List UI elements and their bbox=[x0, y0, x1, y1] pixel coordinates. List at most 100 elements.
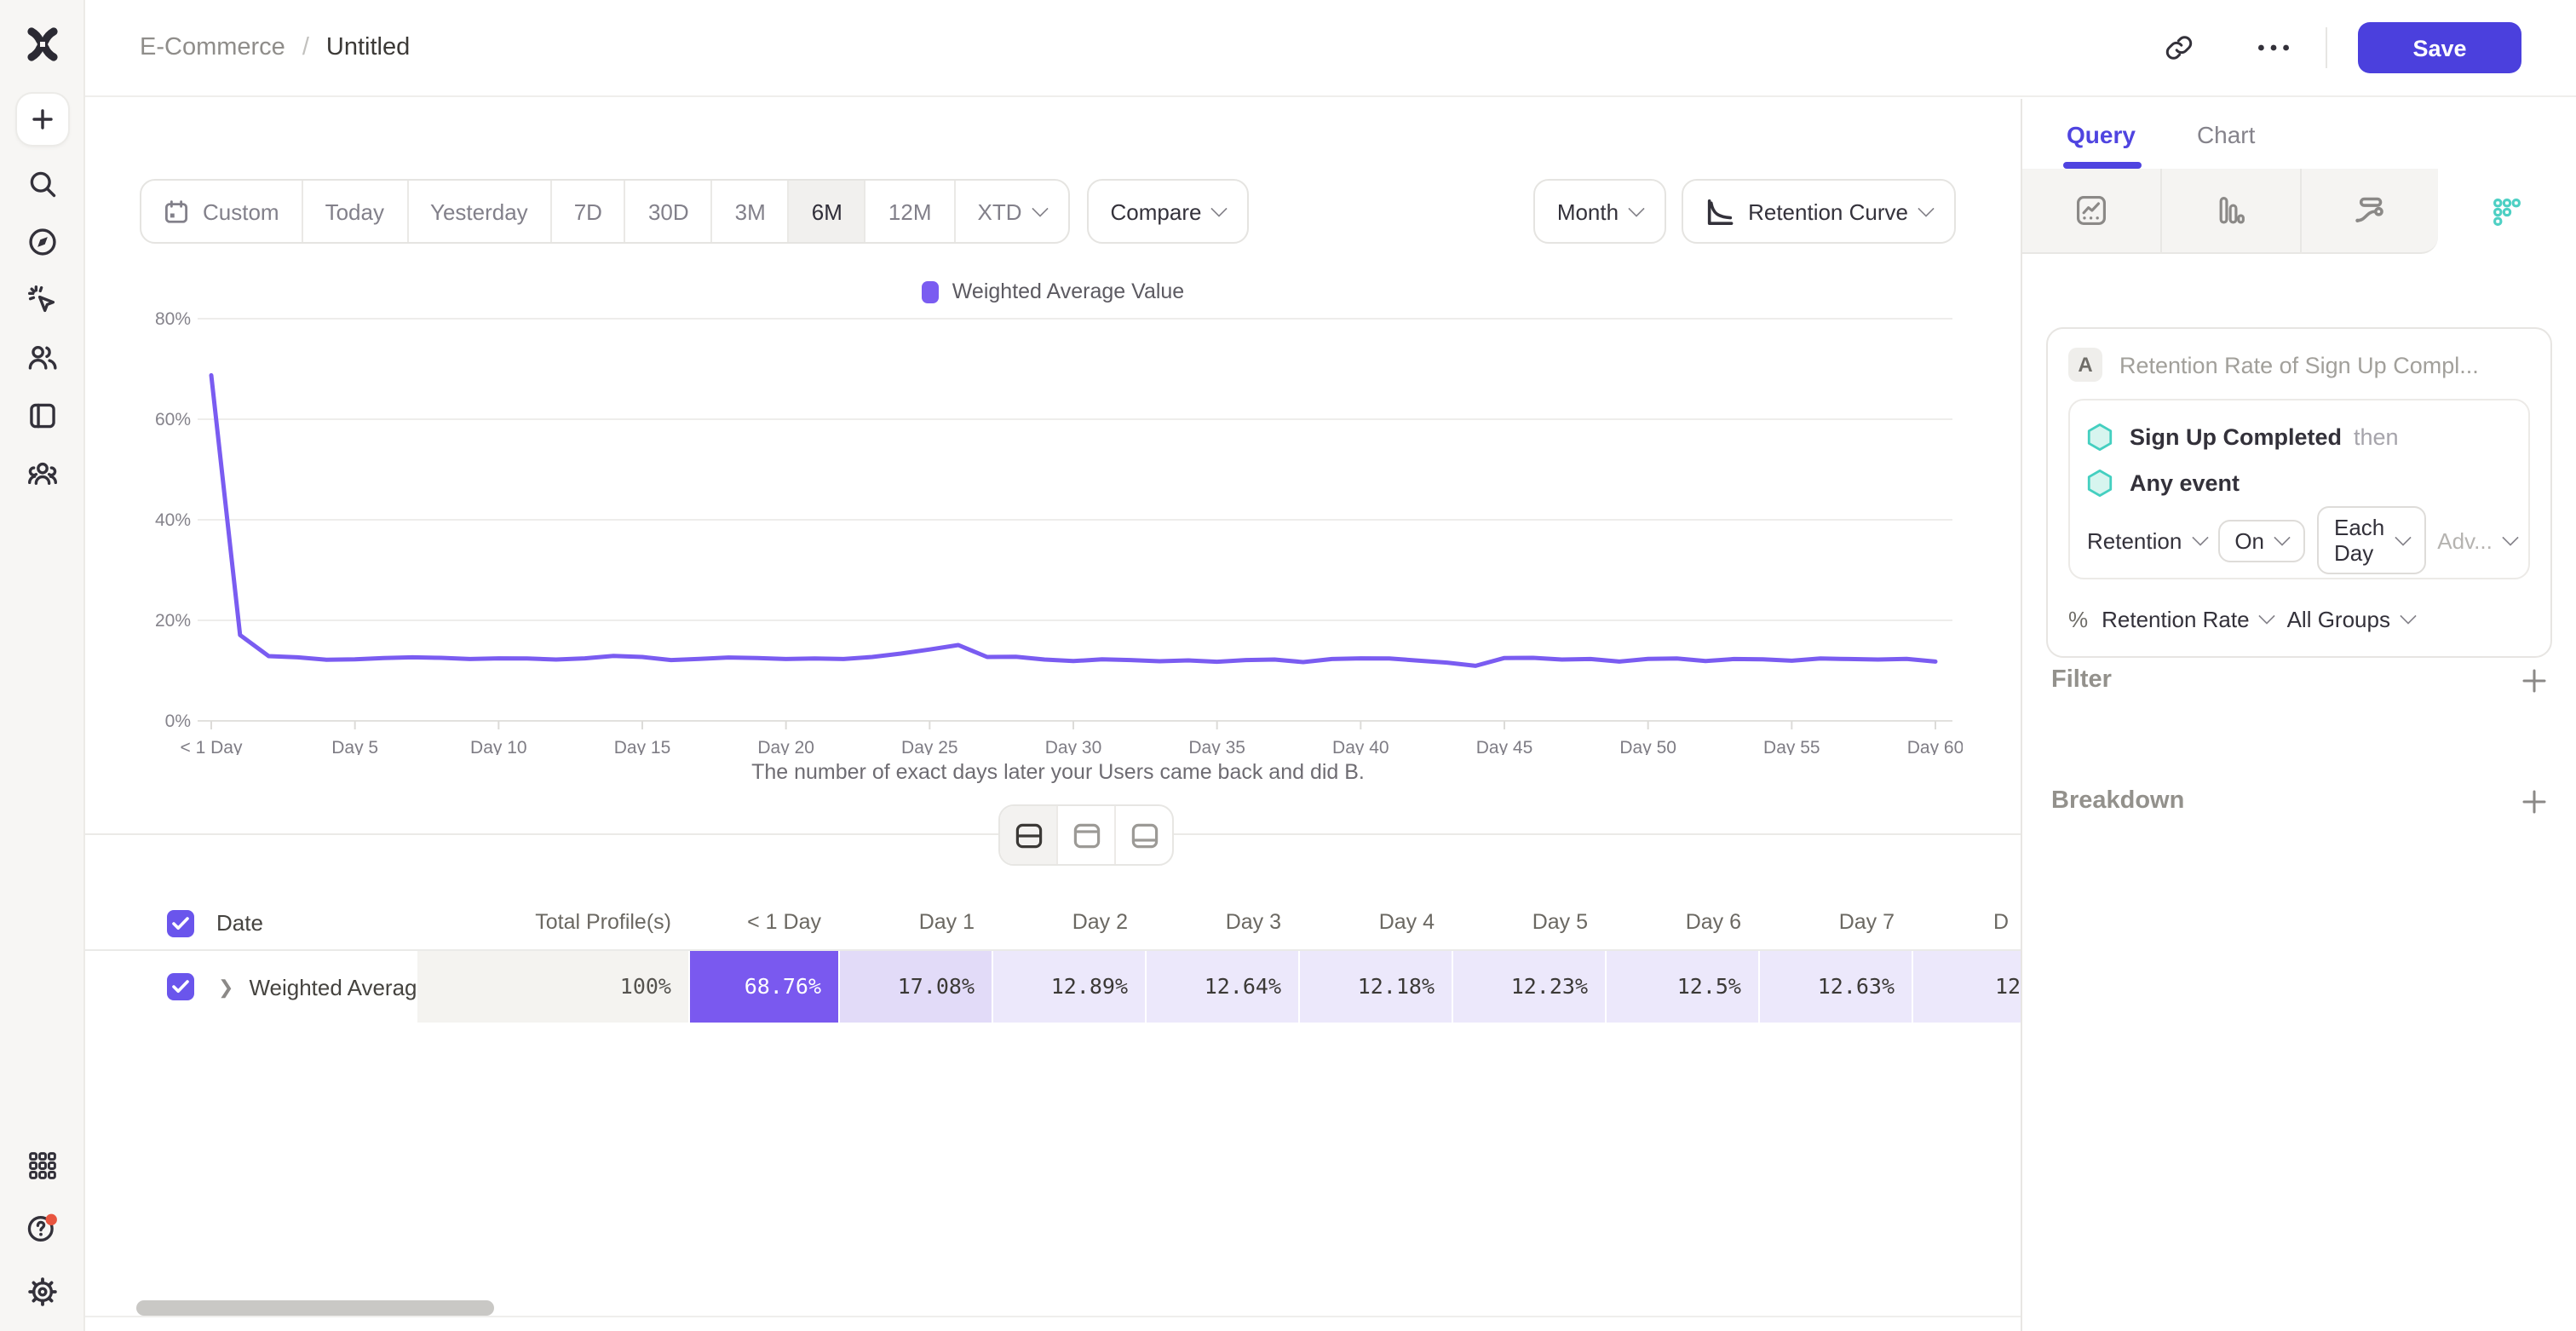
metric-dropdown[interactable]: Retention Rate bbox=[2102, 606, 2276, 631]
breadcrumb-title[interactable]: Untitled bbox=[325, 34, 411, 61]
granularity-button[interactable]: Month bbox=[1532, 179, 1667, 244]
date-range-3m[interactable]: 3M bbox=[710, 181, 788, 242]
chart-legend[interactable]: Weighted Average Value bbox=[85, 279, 2021, 303]
sidebar-item-search[interactable] bbox=[23, 165, 60, 203]
sidebar-item-users[interactable] bbox=[23, 339, 60, 377]
retention-chart[interactable]: 0% 20% 40% 60% 80% < 1 Day Day 5 Day 10 Day 15 Da… bbox=[153, 298, 1963, 755]
granularity-label: Month bbox=[1556, 199, 1619, 224]
chart-caption: The number of exact days later your User… bbox=[751, 760, 1365, 784]
table-cell[interactable]: 12. bbox=[1912, 951, 2021, 1023]
help-button[interactable] bbox=[24, 1210, 61, 1247]
column-header[interactable]: D bbox=[1993, 910, 2010, 934]
tab-flows[interactable] bbox=[2301, 169, 2439, 254]
breadcrumb: E-Commerce / Untitled bbox=[140, 34, 410, 61]
column-header[interactable]: Day 2 bbox=[1072, 910, 1128, 934]
chart-type-button[interactable]: Retention Curve bbox=[1682, 179, 1956, 244]
view-toggle-split[interactable] bbox=[1000, 806, 1056, 864]
advanced-dropdown[interactable]: Adv... bbox=[2437, 527, 2519, 553]
percent-symbol: % bbox=[2068, 606, 2089, 631]
column-header[interactable]: Day 6 bbox=[1685, 910, 1741, 934]
view-toggle-chart[interactable] bbox=[1056, 806, 1114, 864]
table-cell[interactable]: 100% bbox=[416, 951, 688, 1023]
add-filter-button[interactable] bbox=[2521, 667, 2547, 693]
svg-text:20%: 20% bbox=[155, 611, 191, 631]
retention-type-dropdown[interactable]: Retention bbox=[2087, 527, 2209, 553]
active-tab-underline bbox=[2063, 162, 2142, 169]
create-new-button[interactable] bbox=[16, 94, 67, 145]
compare-button[interactable]: Compare bbox=[1086, 179, 1250, 244]
tab-funnels[interactable] bbox=[2161, 169, 2301, 254]
calendar-icon bbox=[164, 199, 188, 222]
table-cell[interactable]: 17.08% bbox=[838, 951, 992, 1023]
breadcrumb-project[interactable]: E-Commerce bbox=[140, 34, 285, 61]
date-range-6m[interactable]: 6M bbox=[787, 181, 865, 242]
column-header[interactable]: Day 1 bbox=[918, 910, 975, 934]
table-cell[interactable]: 12.63% bbox=[1758, 951, 1912, 1023]
settings-button[interactable] bbox=[24, 1273, 61, 1311]
interval-dropdown[interactable]: Each Day bbox=[2317, 506, 2426, 574]
column-header[interactable]: Day 7 bbox=[1838, 910, 1895, 934]
date-column-header[interactable]: Date bbox=[216, 910, 263, 936]
date-range-custom[interactable]: Custom bbox=[141, 181, 302, 242]
users-icon bbox=[27, 345, 56, 370]
tab-chart[interactable]: Chart bbox=[2196, 120, 2256, 147]
column-header[interactable]: Day 5 bbox=[1532, 910, 1588, 934]
view-toggle-table[interactable] bbox=[1114, 806, 1172, 864]
tab-retention[interactable] bbox=[2438, 169, 2576, 254]
sidebar-item-cohorts[interactable] bbox=[23, 455, 60, 493]
date-range-12m[interactable]: 12M bbox=[864, 181, 954, 242]
sidebar-item-events[interactable] bbox=[23, 281, 60, 319]
breakdown-section: Breakdown bbox=[2051, 782, 2547, 820]
tab-query[interactable]: Query bbox=[2067, 120, 2136, 147]
event-row-return[interactable]: Any event bbox=[2087, 460, 2511, 506]
add-breakdown-button[interactable] bbox=[2521, 788, 2547, 814]
sidebar-item-explore[interactable] bbox=[23, 223, 60, 261]
header-checkbox[interactable] bbox=[167, 909, 194, 936]
on-label: On bbox=[2234, 527, 2264, 553]
svg-text:40%: 40% bbox=[155, 510, 191, 530]
event-row-first[interactable]: Sign Up Completed then bbox=[2087, 414, 2511, 460]
query-builder-card: A Retention Rate of Sign Up Compl... Sig… bbox=[2046, 327, 2552, 658]
date-range-30d[interactable]: 30D bbox=[624, 181, 711, 242]
horizontal-scrollbar-thumb[interactable] bbox=[136, 1300, 494, 1316]
row-checkbox[interactable] bbox=[167, 973, 194, 1000]
table-cell[interactable]: 12.18% bbox=[1298, 951, 1452, 1023]
date-range-today[interactable]: Today bbox=[301, 181, 406, 242]
sidebar-item-boards[interactable] bbox=[23, 397, 60, 435]
chart-type-label: Retention Curve bbox=[1748, 199, 1908, 224]
retention-type-label: Retention bbox=[2087, 527, 2182, 553]
table-cell[interactable]: 12.23% bbox=[1452, 951, 1605, 1023]
copy-link-button[interactable] bbox=[2159, 27, 2199, 68]
column-header[interactable]: < 1 Day bbox=[747, 910, 821, 934]
on-dropdown[interactable]: On bbox=[2217, 519, 2305, 562]
funnels-icon bbox=[2218, 197, 2245, 224]
groups-dropdown[interactable]: All Groups bbox=[2287, 606, 2417, 631]
mixpanel-logo-icon[interactable] bbox=[20, 22, 64, 66]
svg-text:< 1 Day: < 1 Day bbox=[181, 738, 243, 755]
save-button[interactable]: Save bbox=[2358, 22, 2521, 73]
row-expand-chevron[interactable]: ❯ bbox=[218, 977, 234, 998]
compass-icon bbox=[28, 228, 55, 256]
table-cell[interactable]: 12.64% bbox=[1145, 951, 1298, 1023]
date-range-xtd[interactable]: XTD bbox=[953, 181, 1068, 242]
more-options-button[interactable] bbox=[2257, 44, 2291, 51]
insights-icon bbox=[2076, 196, 2106, 225]
column-header[interactable]: Total Profile(s) bbox=[535, 910, 671, 934]
svg-text:Day 60: Day 60 bbox=[1907, 738, 1963, 755]
retention-table: Date Total Profile(s) < 1 Day Day 1 Day 2 Da… bbox=[85, 896, 2021, 1023]
tab-insights[interactable] bbox=[2022, 169, 2162, 254]
table-cell[interactable]: 68.76% bbox=[688, 951, 838, 1023]
table-cell[interactable]: 12.89% bbox=[992, 951, 1145, 1023]
chevron-down-icon bbox=[1031, 200, 1049, 217]
metric-label: Retention Rate bbox=[2102, 606, 2250, 631]
column-header[interactable]: Day 3 bbox=[1225, 910, 1281, 934]
column-header[interactable]: Day 4 bbox=[1378, 910, 1435, 934]
chevron-down-icon bbox=[2400, 608, 2417, 625]
date-range-yesterday[interactable]: Yesterday bbox=[406, 181, 550, 242]
table-cell[interactable]: 12.5% bbox=[1605, 951, 1758, 1023]
apps-menu-button[interactable] bbox=[24, 1147, 61, 1184]
svg-text:Day 5: Day 5 bbox=[331, 738, 378, 755]
table-row: ❯ Weighted Average ... 100% 68.76% 17.08% 1… bbox=[85, 951, 2021, 1023]
series-title-row[interactable]: A Retention Rate of Sign Up Compl... bbox=[2068, 346, 2530, 383]
date-range-7d[interactable]: 7D bbox=[549, 181, 624, 242]
